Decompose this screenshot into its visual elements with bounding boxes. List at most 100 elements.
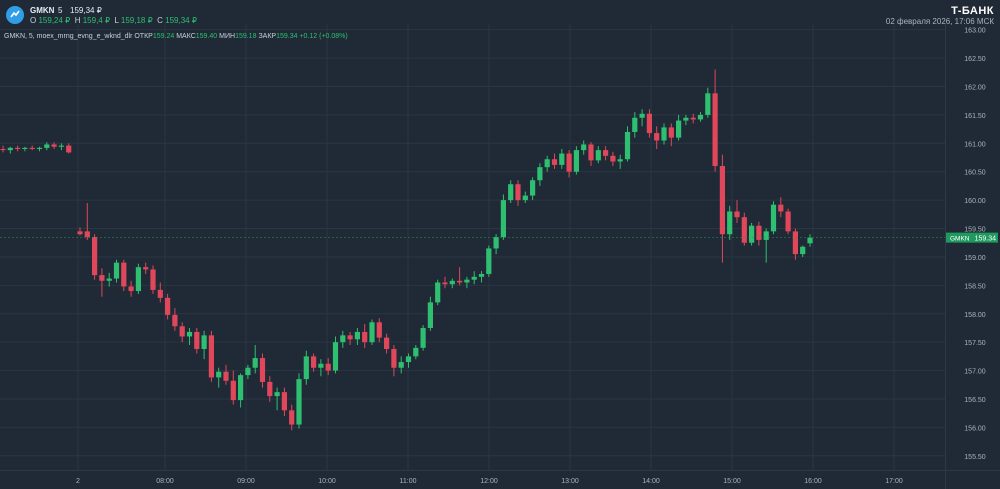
candle-body [661, 127, 667, 141]
candle-body [413, 347, 419, 357]
y-tick-label: 158.00 [964, 312, 986, 319]
candle-body [632, 117, 638, 132]
candle-body [537, 167, 543, 181]
indicator-close-label: ЗАКР [258, 33, 277, 40]
candle-body [29, 147, 35, 149]
candle-body [58, 145, 64, 147]
y-tick-label: 162.50 [964, 56, 986, 63]
candle-body [478, 273, 485, 277]
datetime-label: 02 февраля 2026, 17:06 МСК [885, 17, 994, 26]
candle-body [274, 392, 280, 397]
candle-body [150, 269, 156, 290]
candle-body [201, 335, 207, 349]
candle-body [770, 204, 777, 232]
indicator-legend[interactable]: GMKN, 5, moex_mrng_evng_e_wknd_dlr ОТКР1… [4, 33, 348, 40]
candle-body [238, 375, 244, 401]
candle-body [165, 297, 171, 315]
candle-body [186, 331, 193, 337]
ohlc-legend: O 159,24 ₽ H 159,4 ₽ L 159,18 ₽ C 159,34… [30, 16, 197, 25]
candle-body [51, 144, 57, 147]
candle-body [551, 159, 558, 165]
candle-body [617, 159, 623, 162]
indicator-low-value: 159.18 [235, 33, 257, 40]
y-tick-label: 157.00 [964, 369, 986, 376]
candle-body [92, 237, 98, 276]
y-tick-label: 161.50 [964, 113, 986, 120]
ohlc-high-value: 159,4 ₽ [82, 16, 111, 25]
y-tick-label: 160.50 [964, 170, 986, 177]
candle-body [639, 113, 645, 118]
candle-body [391, 348, 397, 368]
x-tick-label: 11:00 [400, 478, 417, 485]
candle-body [77, 231, 83, 235]
candle-body [624, 131, 631, 160]
y-tick-label: 156.50 [964, 397, 986, 404]
candle-body [508, 184, 514, 201]
candle-body [457, 280, 463, 283]
candle-body [486, 248, 492, 274]
candle-body [121, 262, 127, 287]
y-tick-label: 159.00 [964, 255, 986, 262]
candle-body [135, 267, 141, 292]
candle-body [595, 150, 601, 161]
y-tick-label: 160.00 [964, 198, 986, 205]
symbol-label[interactable]: GMKN [30, 6, 55, 15]
candle-body [318, 363, 324, 368]
candle-body [712, 93, 718, 167]
current-price-tag [946, 232, 998, 243]
y-tick-label: 158.50 [964, 283, 986, 290]
y-tick-label: 157.50 [964, 340, 986, 347]
ohlc-open-value: 159,24 ₽ [38, 16, 71, 25]
candle-body [84, 231, 90, 238]
candle-body [493, 237, 499, 249]
candle-body [778, 204, 784, 212]
candle-body [106, 278, 112, 281]
candle-body [573, 150, 579, 172]
candle-body [113, 262, 120, 279]
candle-body [0, 148, 6, 151]
candle-body [289, 410, 295, 425]
candle-body [749, 225, 755, 243]
candle-body [332, 342, 339, 371]
y-tick-label: 162.00 [964, 84, 986, 91]
candle-body [44, 144, 50, 148]
indicator-name: GMKN, 5, moex_mrng_evng_e_wknd_dlr [4, 33, 133, 40]
candle-body [719, 166, 725, 235]
current-price-value: 159.34 [975, 236, 997, 243]
candle-body [500, 200, 506, 238]
candle-body [727, 211, 733, 235]
x-tick-label: 16:00 [804, 478, 822, 485]
x-tick-label: 2 [76, 478, 80, 485]
candle-body [807, 237, 813, 244]
candle-body [157, 289, 163, 298]
candle-body [603, 150, 609, 156]
indicator-close-value: 159.34 [276, 33, 298, 40]
candle-body [668, 127, 674, 138]
candle-body [143, 267, 149, 270]
candle-body [471, 276, 477, 280]
ohlc-high-label: H [74, 16, 81, 25]
x-tick-label: 15:00 [723, 478, 741, 485]
candle-body [245, 367, 251, 376]
candle-body [405, 356, 412, 363]
candle-body [7, 147, 13, 151]
indicator-open-value: 159.24 [152, 33, 175, 40]
ohlc-close-value: 159,34 ₽ [165, 16, 197, 25]
ticker-logo-icon [6, 6, 24, 24]
candle-body [15, 147, 21, 149]
indicator-low-label: МИН [219, 33, 236, 40]
brand-logo: T-БАНК [951, 5, 994, 17]
x-tick-label: 10:00 [318, 478, 336, 485]
candle-body [676, 120, 682, 138]
timeframe-label[interactable]: 5 [58, 6, 63, 15]
candle-body [230, 380, 236, 401]
candle-body [427, 302, 433, 328]
candle-body [522, 195, 528, 201]
candle-body [530, 180, 536, 196]
candle-body [544, 159, 550, 168]
x-tick-label: 13:00 [561, 478, 579, 485]
candle-body [785, 211, 791, 232]
candle-body [705, 93, 711, 115]
indicator-high-value: 159.40 [195, 33, 218, 40]
candle-body [194, 331, 200, 349]
